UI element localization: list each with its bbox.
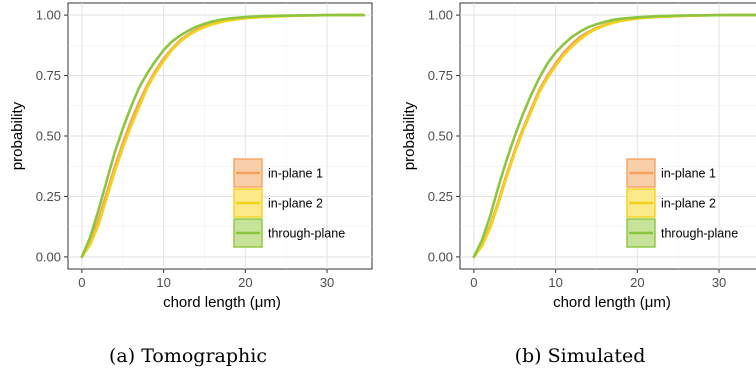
x-tick-label: 10 <box>156 275 170 290</box>
y-tick-label: 0.50 <box>36 129 61 144</box>
y-axis-ticks: 0.00 0.25 0.50 0.75 1.00 <box>36 8 68 264</box>
x-axis-title: chord length (μm) <box>553 294 671 311</box>
y-tick-label: 0.75 <box>428 68 453 83</box>
legend: in-plane 1 in-plane 2 through-plane <box>233 158 345 248</box>
x-tick-label: 20 <box>238 275 252 290</box>
legend-label: in-plane 2 <box>268 197 323 211</box>
y-axis-title: probability <box>401 101 418 170</box>
y-tick-label: 0.00 <box>36 249 61 264</box>
x-axis-title: chord length (μm) <box>163 294 281 311</box>
legend: in-plane 1 in-plane 2 through-plane <box>626 158 738 248</box>
series-line-through-plane <box>472 13 756 259</box>
legend-item: in-plane 1 <box>233 158 323 188</box>
legend-label: through-plane <box>661 227 738 241</box>
series-lines <box>80 13 366 259</box>
legend-label: in-plane 1 <box>268 167 323 181</box>
x-tick-label: 10 <box>548 275 562 290</box>
legend-item: in-plane 2 <box>626 188 716 218</box>
x-tick-label: 20 <box>630 275 644 290</box>
x-tick-label: 30 <box>712 275 726 290</box>
legend-label: in-plane 1 <box>661 167 716 181</box>
legend-item: in-plane 2 <box>233 188 323 218</box>
y-tick-label: 1.00 <box>36 8 61 23</box>
y-tick-label: 0.75 <box>36 68 61 83</box>
series-lines <box>472 13 756 259</box>
y-tick-label: 0.00 <box>428 249 453 264</box>
legend-label: through-plane <box>268 227 345 241</box>
legend-item: through-plane <box>233 218 345 248</box>
legend-label: in-plane 2 <box>661 197 716 211</box>
x-tick-label: 30 <box>320 275 334 290</box>
y-tick-label: 0.25 <box>428 189 453 204</box>
panel-caption: (b) Simulated <box>515 345 646 367</box>
y-tick-label: 0.50 <box>428 129 453 144</box>
y-axis-title: probability <box>9 101 26 170</box>
panel-simulated: 0.00 0.25 0.50 0.75 1.00 0 10 20 30 probability… <box>401 2 756 367</box>
panel-caption: (a) Tomographic <box>109 345 267 367</box>
y-tick-label: 1.00 <box>428 8 453 23</box>
series-line-through-plane <box>80 13 366 259</box>
panel-tomographic: 0.00 0.25 0.50 0.75 1.00 0 10 20 30 probability… <box>9 2 373 367</box>
legend-item: through-plane <box>626 218 738 248</box>
x-tick-label: 0 <box>470 275 477 290</box>
y-tick-label: 0.25 <box>36 189 61 204</box>
x-tick-label: 0 <box>78 275 85 290</box>
y-axis-ticks: 0.00 0.25 0.50 0.75 1.00 <box>428 8 460 264</box>
x-axis-ticks: 0 10 20 30 <box>78 269 334 290</box>
legend-item: in-plane 1 <box>626 158 716 188</box>
x-axis-ticks: 0 10 20 30 <box>470 269 726 290</box>
grid <box>68 3 372 269</box>
